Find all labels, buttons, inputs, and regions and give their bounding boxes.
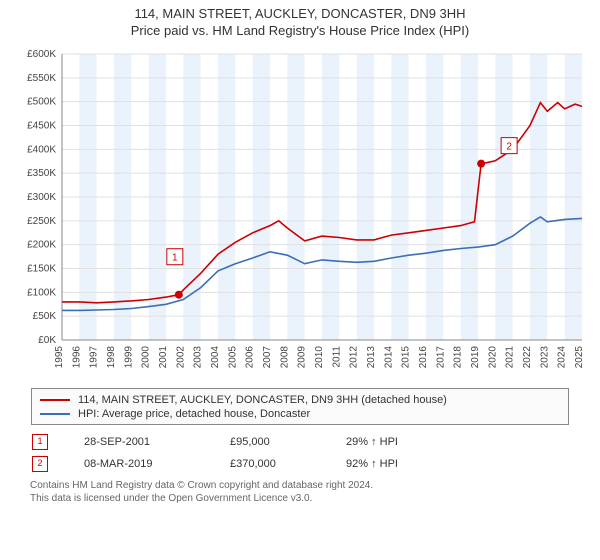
svg-text:2009: 2009	[297, 345, 308, 368]
svg-text:2011: 2011	[331, 345, 342, 367]
marker-row: 2 08-MAR-2019 £370,000 92% ↑ HPI	[30, 453, 570, 475]
legend: 114, MAIN STREET, AUCKLEY, DONCASTER, DN…	[31, 388, 569, 425]
marker-box: 2	[32, 456, 48, 472]
svg-text:2012: 2012	[349, 345, 360, 368]
title-line1: 114, MAIN STREET, AUCKLEY, DONCASTER, DN…	[0, 6, 600, 23]
price-chart: £0K £50K £100K £150K £200K £250K £300K £350K £40…	[10, 44, 590, 384]
svg-text:£600K: £600K	[27, 49, 56, 60]
legend-label: HPI: Average price, detached house, Donc…	[78, 408, 310, 420]
marker-table: 1 28-SEP-2001 £95,000 29% ↑ HPI 2 08-MAR…	[30, 431, 570, 475]
svg-text:2013: 2013	[366, 345, 377, 368]
svg-text:£50K: £50K	[33, 311, 57, 322]
footnote-line: This data is licensed under the Open Gov…	[30, 492, 570, 505]
marker-hpi: 92% ↑ HPI	[346, 458, 446, 470]
chart-svg: £0K £50K £100K £150K £200K £250K £300K £350K £40…	[10, 44, 590, 384]
marker-date: 08-MAR-2019	[84, 458, 194, 470]
marker-price: £370,000	[230, 458, 310, 470]
svg-text:2004: 2004	[210, 345, 221, 368]
svg-text:2020: 2020	[487, 345, 498, 368]
svg-text:1999: 1999	[123, 345, 134, 368]
svg-text:2022: 2022	[522, 345, 533, 368]
svg-text:£300K: £300K	[27, 192, 56, 203]
footnote-line: Contains HM Land Registry data © Crown c…	[30, 479, 570, 492]
svg-text:£350K: £350K	[27, 168, 56, 179]
svg-text:2018: 2018	[453, 345, 464, 368]
svg-text:2023: 2023	[539, 345, 550, 368]
svg-text:2002: 2002	[175, 345, 186, 368]
svg-text:1996: 1996	[71, 345, 82, 368]
svg-text:£500K: £500K	[27, 96, 56, 107]
legend-row: HPI: Average price, detached house, Donc…	[40, 407, 560, 421]
svg-text:£150K: £150K	[27, 263, 56, 274]
legend-label: 114, MAIN STREET, AUCKLEY, DONCASTER, DN…	[78, 394, 447, 406]
svg-text:£0K: £0K	[38, 335, 56, 346]
svg-text:2007: 2007	[262, 345, 273, 368]
marker-price: £95,000	[230, 436, 310, 448]
marker-row: 1 28-SEP-2001 £95,000 29% ↑ HPI	[30, 431, 570, 453]
svg-text:1997: 1997	[89, 345, 100, 368]
svg-text:2021: 2021	[505, 345, 516, 368]
svg-text:1995: 1995	[54, 345, 65, 368]
svg-text:2005: 2005	[227, 345, 238, 368]
svg-text:2024: 2024	[557, 345, 568, 368]
footnote: Contains HM Land Registry data © Crown c…	[30, 479, 570, 505]
svg-text:1998: 1998	[106, 345, 117, 368]
legend-swatch	[40, 399, 70, 401]
svg-text:2010: 2010	[314, 345, 325, 368]
svg-text:2016: 2016	[418, 345, 429, 368]
svg-text:2000: 2000	[141, 345, 152, 368]
svg-text:2001: 2001	[158, 345, 169, 368]
svg-text:£100K: £100K	[27, 287, 56, 298]
svg-text:1: 1	[172, 252, 178, 263]
svg-text:2014: 2014	[383, 345, 394, 368]
svg-text:2008: 2008	[279, 345, 290, 368]
title-line2: Price paid vs. HM Land Registry's House …	[0, 23, 600, 40]
svg-text:2017: 2017	[435, 345, 446, 368]
legend-row: 114, MAIN STREET, AUCKLEY, DONCASTER, DN…	[40, 393, 560, 407]
svg-text:£200K: £200K	[27, 239, 56, 250]
svg-text:2025: 2025	[574, 345, 585, 368]
title-block: 114, MAIN STREET, AUCKLEY, DONCASTER, DN…	[0, 0, 600, 40]
svg-text:£250K: £250K	[27, 216, 56, 227]
svg-text:2: 2	[506, 141, 512, 152]
svg-text:£450K: £450K	[27, 120, 56, 131]
svg-text:2019: 2019	[470, 345, 481, 368]
svg-text:£550K: £550K	[27, 73, 56, 84]
marker-date: 28-SEP-2001	[84, 436, 194, 448]
svg-text:£400K: £400K	[27, 144, 56, 155]
marker-hpi: 29% ↑ HPI	[346, 436, 446, 448]
svg-text:2015: 2015	[401, 345, 412, 368]
legend-swatch	[40, 413, 70, 415]
svg-text:2006: 2006	[245, 345, 256, 368]
marker-box: 1	[32, 434, 48, 450]
svg-text:2003: 2003	[193, 345, 204, 368]
